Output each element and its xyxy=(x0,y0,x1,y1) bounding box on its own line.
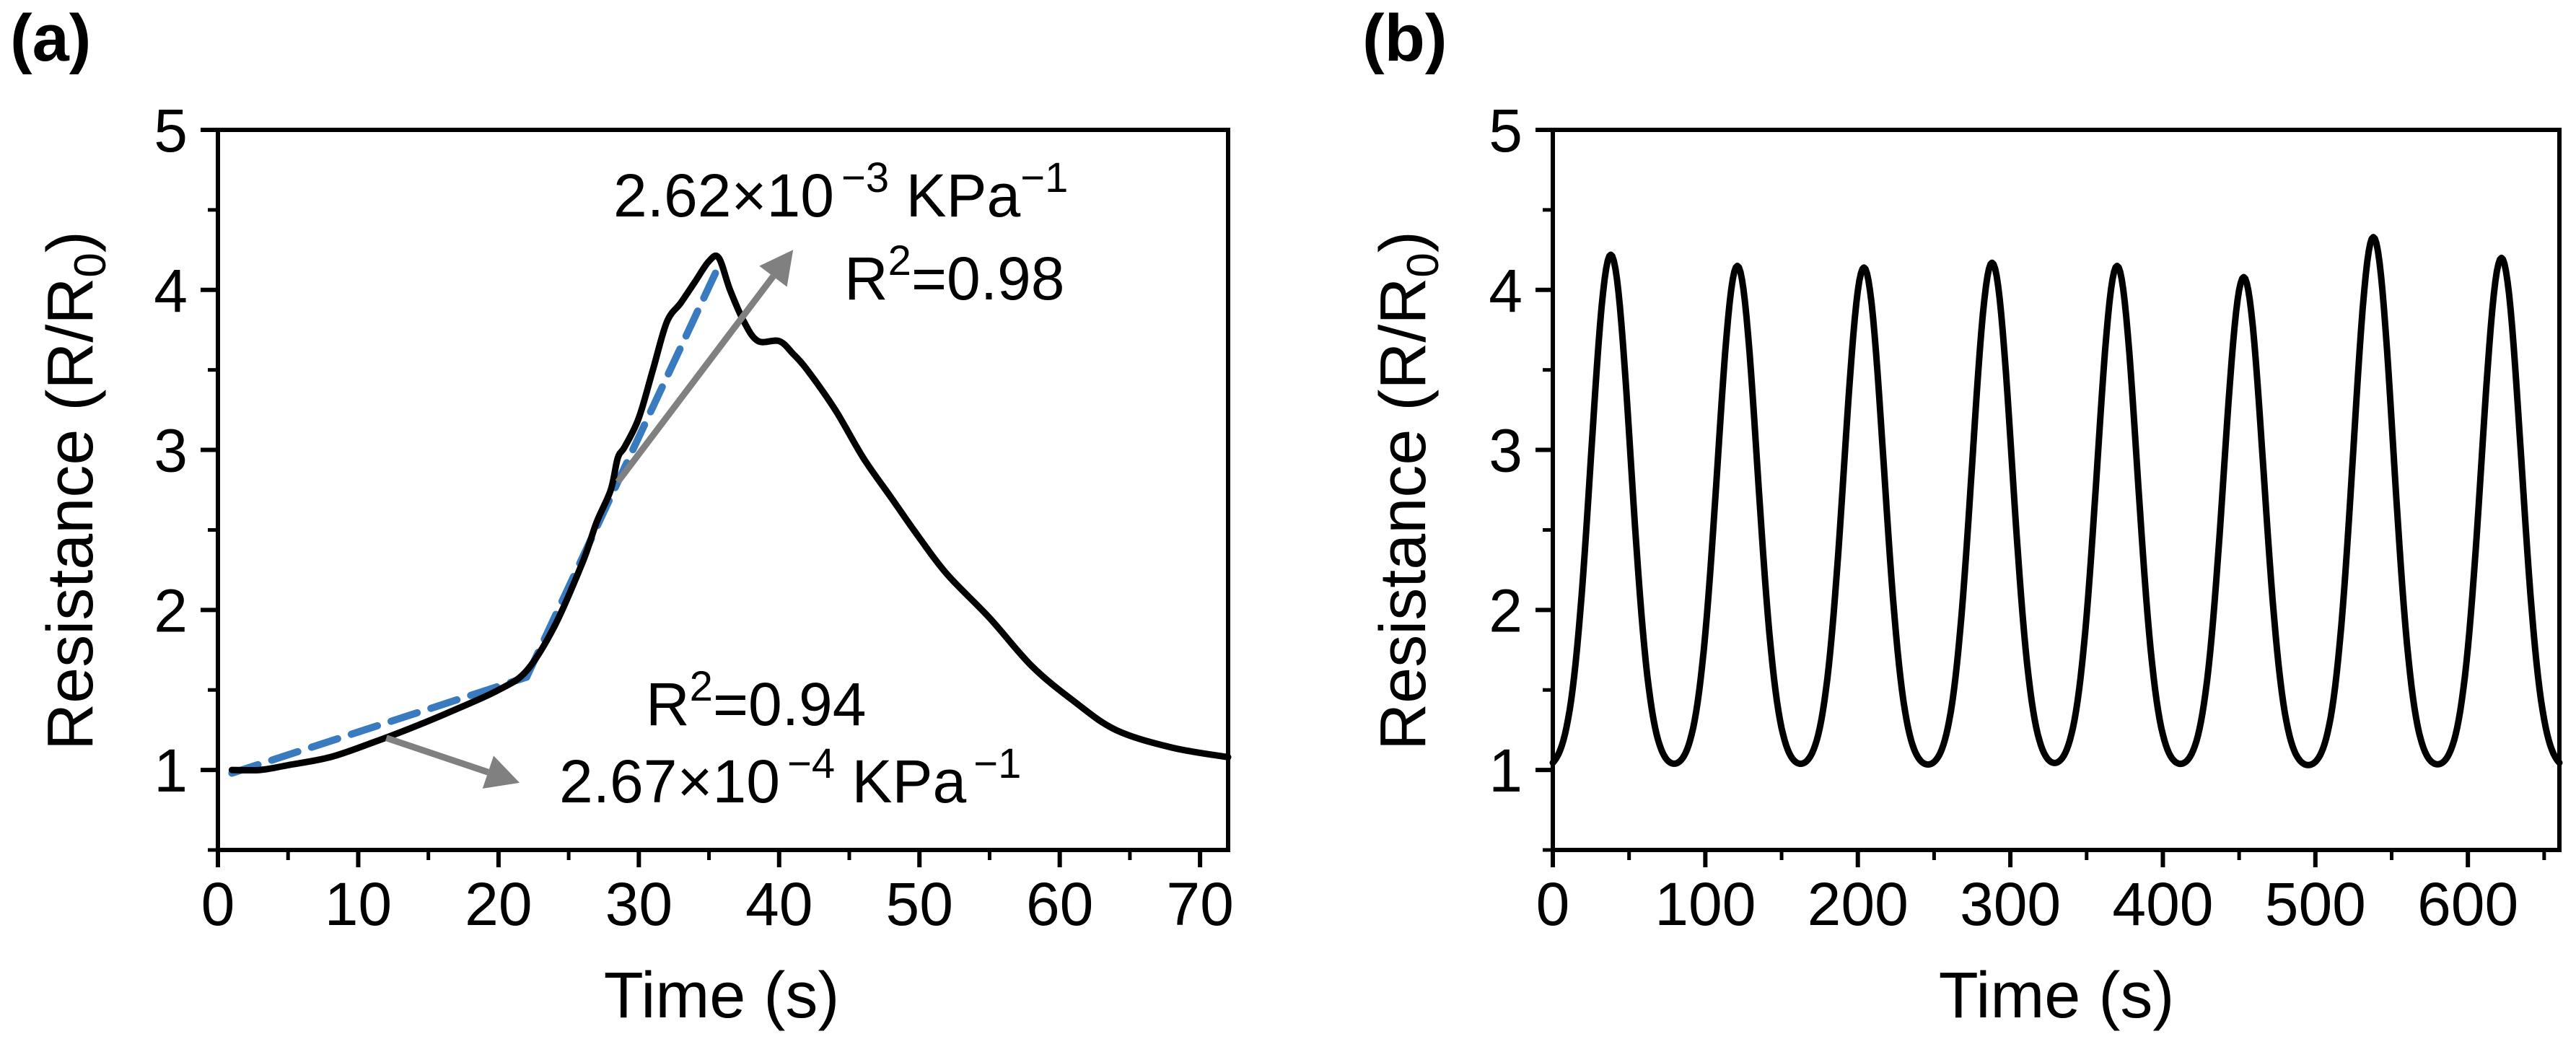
a-y-tick-label: 2 xyxy=(154,577,188,644)
panel-a-x-axis: 0 10 20 30 40 50 60 70 xyxy=(201,850,1234,938)
panel-a-x-axis-title: Time (s) xyxy=(604,960,840,1032)
annotation-fit-low-r2: R2=0.94 xyxy=(646,663,866,738)
a-x-tick-label: 0 xyxy=(201,870,235,938)
panel-a: (a) 0 10 20 30 40 50 60 70 1 2 3 4 5 Time (s) Resis… xyxy=(10,1,1234,1032)
panel-b-y-axis: 1 2 3 4 5 xyxy=(1489,97,1553,852)
panel-a-arrows xyxy=(385,250,794,789)
panel-b-y-title-sub: 0 xyxy=(1398,253,1448,277)
panel-b-plot-frame xyxy=(1551,128,2562,852)
a-x-tick-label: 20 xyxy=(465,870,532,938)
panel-b: (b) 0 100 200 300 400 500 600 1 2 3 4 5 Time (s) R… xyxy=(1362,1,2563,1032)
panel-a-y-title-close: ) xyxy=(35,231,107,253)
a-y-tick-label: 1 xyxy=(154,737,188,805)
panel-b-y-title-close: ) xyxy=(1367,231,1440,253)
panel-b-label: (b) xyxy=(1362,1,1447,75)
b-y-tick-label: 1 xyxy=(1489,737,1523,805)
panel-a-arrow-head-2 xyxy=(482,755,520,789)
b-x-tick-label: 200 xyxy=(1808,870,1909,938)
b-x-tick-label: 500 xyxy=(2265,870,2366,938)
a-x-tick-label: 60 xyxy=(1026,870,1093,938)
panel-a-y-axis-title: Resistance (R/R0) xyxy=(35,231,115,750)
a-x-tick-label: 30 xyxy=(605,870,673,938)
a-y-tick-label: 3 xyxy=(154,417,188,485)
panel-b-x-axis: 0 100 200 300 400 500 600 xyxy=(1536,850,2546,938)
panel-a-arrow-shaft-1 xyxy=(615,274,776,484)
b-x-tick-label: 400 xyxy=(2112,870,2213,938)
a-x-tick-label: 40 xyxy=(745,870,812,938)
b-x-tick-label: 100 xyxy=(1655,870,1756,938)
b-y-tick-label: 5 xyxy=(1489,97,1523,165)
a-x-tick-label: 70 xyxy=(1166,870,1233,938)
panel-a-fit-line-1 xyxy=(228,673,530,777)
b-y-tick-label: 4 xyxy=(1489,257,1523,325)
annotation-fit-high-slope: 2.62×10 −3 KPa−1 xyxy=(613,154,1068,229)
b-y-tick-label: 2 xyxy=(1489,577,1523,644)
panel-b-y-title-main: Resistance (R/R xyxy=(1367,278,1440,750)
a-x-tick-label: 50 xyxy=(886,870,953,938)
a-y-tick-label: 5 xyxy=(154,97,188,165)
panel-b-cyclic-line xyxy=(1549,234,2563,768)
b-x-tick-label: 600 xyxy=(2417,870,2518,938)
panel-a-y-axis: 1 2 3 4 5 xyxy=(154,97,218,852)
b-y-tick-label: 3 xyxy=(1489,417,1523,485)
b-x-tick-label: 300 xyxy=(1960,870,2061,938)
panel-b-y-axis-title: Resistance (R/R0) xyxy=(1367,231,1448,750)
panel-a-resistance-line xyxy=(228,252,1232,774)
panel-a-arrow-head-1 xyxy=(759,250,794,287)
panel-a-y-title-main: Resistance (R/R xyxy=(35,278,107,750)
annotation-fit-low-slope: 2.67×10 −4 KPa −1 xyxy=(559,740,1021,815)
a-x-tick-label: 10 xyxy=(325,870,392,938)
panel-a-arrow-shaft-2 xyxy=(385,735,489,776)
panel-b-x-axis-title: Time (s) xyxy=(1939,960,2175,1032)
b-x-tick-label: 0 xyxy=(1536,870,1570,938)
panel-a-label: (a) xyxy=(10,1,91,75)
a-y-tick-label: 4 xyxy=(154,257,188,325)
panel-a-plot-frame xyxy=(216,128,1230,852)
panel-a-y-title-sub: 0 xyxy=(66,253,115,277)
annotation-fit-high-r2: R2=0.98 xyxy=(844,237,1064,312)
